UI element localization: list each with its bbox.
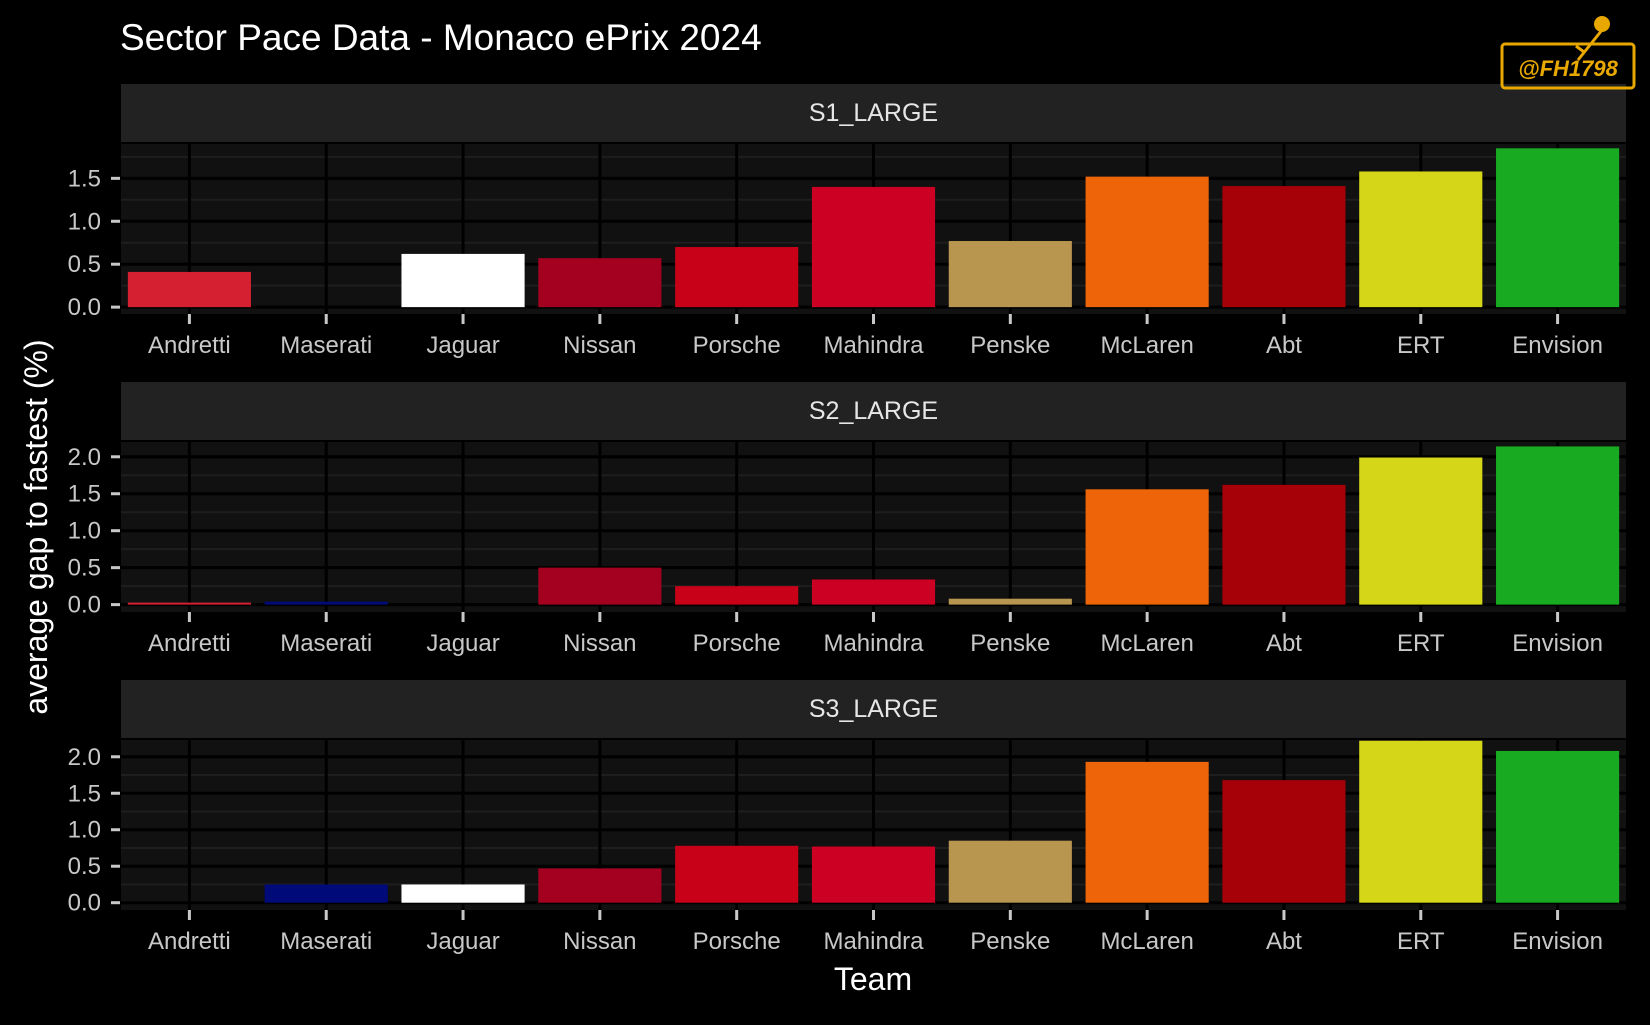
y-tick-label: 1.0 (68, 518, 101, 545)
x-tick-label: McLaren (1100, 332, 1193, 359)
x-axis-title: Team (834, 961, 912, 997)
x-tick-label: Penske (970, 332, 1050, 359)
y-tick-label: 1.5 (68, 165, 101, 192)
bar-ert (1359, 171, 1483, 308)
bar-mclaren (1085, 176, 1209, 308)
bar-ert (1359, 740, 1483, 903)
bar-abt (1222, 186, 1346, 308)
x-tick-label: Jaguar (426, 332, 499, 359)
x-tick-label: Mahindra (823, 332, 924, 359)
x-tick-label: ERT (1397, 928, 1445, 955)
bar-mahindra (811, 186, 936, 308)
bar-abt (1222, 780, 1346, 903)
panel-2: S2_LARGE 0.0 0.5 1.0 1.5 2.0 Andretti Maserati J… (68, 382, 1626, 657)
x-tick-label: Jaguar (426, 630, 499, 657)
x-tick-label: Nissan (563, 928, 636, 955)
chart-title: Sector Pace Data - Monaco ePrix 2024 (120, 17, 762, 58)
bar-jaguar (401, 253, 525, 308)
x-tick-label: Mahindra (823, 928, 924, 955)
bar-nissan (538, 258, 662, 308)
bar-nissan (538, 567, 662, 605)
bar-mahindra (811, 846, 936, 903)
bar-mclaren (1085, 761, 1209, 903)
x-tick-label: Maserati (280, 630, 372, 657)
bar-andretti (127, 271, 251, 308)
x-tick-label: ERT (1397, 332, 1445, 359)
bar-envision (1496, 446, 1620, 605)
x-tick-label: Maserati (280, 928, 372, 955)
y-tick-label: 1.5 (68, 481, 101, 508)
x-tick-label: Penske (970, 630, 1050, 657)
x-tick-label: Abt (1266, 630, 1302, 657)
bar-abt (1222, 484, 1346, 605)
x-tick-label: Andretti (148, 630, 231, 657)
watermark-text: @FH1798 (1518, 56, 1618, 81)
y-tick-label: 1.0 (68, 208, 101, 235)
panel-strip (121, 382, 1626, 440)
x-tick-label: Porsche (693, 332, 781, 359)
x-tick-label: Andretti (148, 332, 231, 359)
bar-envision (1496, 750, 1620, 903)
x-tick-label: Maserati (280, 332, 372, 359)
bar-maserati (264, 601, 388, 605)
bar-penske (948, 241, 1072, 308)
panel-3: S3_LARGE 0.0 0.5 1.0 1.5 2.0 Andretti Maserati J… (68, 680, 1626, 955)
bar-mahindra (811, 579, 936, 605)
bar-maserati (264, 884, 388, 903)
y-tick-label: 1.5 (68, 780, 101, 807)
y-tick-label: 0.5 (68, 555, 101, 582)
bar-jaguar (401, 884, 525, 903)
panel-strip-label: S2_LARGE (809, 397, 938, 425)
bar-porsche (675, 586, 799, 605)
y-tick-label: 0.0 (68, 890, 101, 917)
bar-andretti (127, 602, 251, 605)
bar-mclaren (1085, 489, 1209, 605)
panels-layer: S1_LARGE 0.0 0.5 1.0 1.5 Andretti Maserati Jagu… (68, 84, 1626, 955)
x-tick-label: Jaguar (426, 928, 499, 955)
y-tick-label: 0.0 (68, 592, 101, 619)
bar-nissan (538, 868, 662, 903)
bar-ert (1359, 457, 1483, 605)
x-tick-label: McLaren (1100, 630, 1193, 657)
x-tick-label: Nissan (563, 332, 636, 359)
x-tick-label: Porsche (693, 630, 781, 657)
watermark-logo: @FH1798 (1500, 16, 1636, 90)
x-tick-label: Envision (1512, 630, 1603, 657)
bar-porsche (675, 247, 799, 308)
x-tick-label: Abt (1266, 928, 1302, 955)
y-tick-label: 2.0 (68, 444, 101, 471)
panel-1: S1_LARGE 0.0 0.5 1.0 1.5 Andretti Maserati Jagu… (68, 84, 1626, 359)
x-tick-label: Porsche (693, 928, 781, 955)
panel-strip (121, 84, 1626, 142)
panel-strip (121, 680, 1626, 738)
x-tick-label: McLaren (1100, 928, 1193, 955)
x-tick-label: Envision (1512, 332, 1603, 359)
x-tick-label: Penske (970, 928, 1050, 955)
x-tick-label: Nissan (563, 630, 636, 657)
bar-penske (948, 840, 1072, 903)
y-tick-label: 2.0 (68, 744, 101, 771)
x-tick-label: Mahindra (823, 630, 924, 657)
y-tick-label: 1.0 (68, 817, 101, 844)
panel-strip-label: S1_LARGE (809, 99, 938, 127)
y-tick-label: 0.0 (68, 294, 101, 321)
y-axis-title: average gap to fastest (%) (18, 339, 54, 714)
panel-strip-label: S3_LARGE (809, 695, 938, 723)
bar-porsche (675, 845, 799, 903)
x-tick-label: Envision (1512, 928, 1603, 955)
bar-envision (1496, 148, 1620, 308)
x-tick-label: Abt (1266, 332, 1302, 359)
x-tick-label: ERT (1397, 630, 1445, 657)
y-tick-label: 0.5 (68, 251, 101, 278)
x-tick-label: Andretti (148, 928, 231, 955)
y-tick-label: 0.5 (68, 853, 101, 880)
bar-penske (948, 598, 1072, 605)
